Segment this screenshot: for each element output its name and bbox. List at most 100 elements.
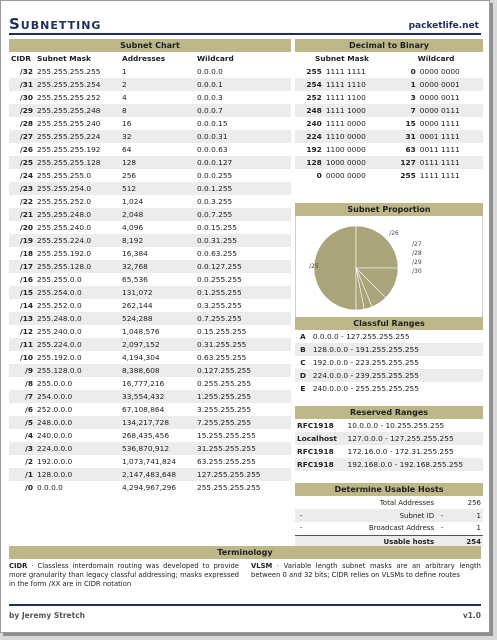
table-row: /17 255.255.128.0 32,768 0.0.127.255 <box>9 260 291 273</box>
wildcard-cell: 0.1.255.255 <box>195 286 291 299</box>
table-row: B 128.0.0.0 - 191.255.255.255 <box>295 343 483 356</box>
cidr-cell: /10 <box>20 353 33 362</box>
wildcard-binary-cell: 0000 1111 <box>419 119 460 128</box>
cidr-cell: /1 <box>9 468 35 481</box>
wildcard-cell: 0.0.63.255 <box>197 249 237 258</box>
wildcard-cell: 0.255.255.255 <box>197 379 252 388</box>
subnet-mask-cell: 0.0.0.0 <box>37 483 63 492</box>
table-row: /14 255.252.0.0 262,144 0.3.255.255 <box>9 299 291 312</box>
class-letter-cell: E <box>300 384 306 393</box>
wildcard-cell: 0.0.255.255 <box>197 275 242 284</box>
addresses-cell: 64 <box>122 145 132 154</box>
subnet-mask-cell: 255.255.255.224 <box>35 130 120 143</box>
cidr-cell: /8 <box>25 379 33 388</box>
cidr-cell: /23 <box>9 182 35 195</box>
pie-label: /30 <box>412 268 422 275</box>
table-row: /0 0.0.0.0 4,294,967,296 255.255.255.255 <box>9 481 291 494</box>
addresses-cell: 2 <box>120 78 195 91</box>
wildcard-decimal-cell: 0 <box>410 67 416 76</box>
vlsm-text: · Variable length subnet masks are an ar… <box>251 562 481 579</box>
subnet-mask-cell: 255.254.0.0 <box>35 286 120 299</box>
subnet-mask-cell: 224.0.0.0 <box>35 442 120 455</box>
cidr-cell: /16 <box>20 275 33 284</box>
addresses-cell: 512 <box>120 182 195 195</box>
cidr-definition: CIDR · Classless interdomain routing was… <box>9 562 239 589</box>
addresses-cell: 8,192 <box>120 234 195 247</box>
subnet-mask-cell: 255.255.255.240 <box>37 119 101 128</box>
subnet-chart-section: Subnet Chart CIDR Subnet Mask Addresses … <box>9 39 291 494</box>
wildcard-binary-cell: 0000 0111 <box>417 104 483 117</box>
table-row: 224 1110 0000 31 0001 1111 <box>295 130 483 143</box>
subnet-mask-cell: 248.0.0.0 <box>35 416 120 429</box>
table-row: /28 255.255.255.240 16 0.0.0.15 <box>9 117 291 130</box>
wildcard-cell: 7.255.255.255 <box>195 416 291 429</box>
addresses-cell: 67,108,864 <box>122 405 165 414</box>
table-row: /20 255.255.240.0 4,096 0.0.15.255 <box>9 221 291 234</box>
page-title: Subnetting <box>9 15 102 33</box>
table-row: /11 255.224.0.0 2,097,152 0.31.255.255 <box>9 338 291 351</box>
table-row: 128 1000 0000 127 0111 1111 <box>295 156 483 169</box>
table-row: /1 128.0.0.0 2,147,483,648 127.255.255.255 <box>9 468 291 481</box>
subnet-mask-cell: 255.255.255.0 <box>37 171 92 180</box>
wildcard-cell: 0.0.0.1 <box>195 78 291 91</box>
reserved-range-cell: 10.0.0.0 - 10.255.255.255 <box>347 421 445 430</box>
usable-op2-cell <box>436 496 448 509</box>
wildcard-binary-cell: 0000 0001 <box>417 78 483 91</box>
class-letter-cell: B <box>295 343 311 356</box>
wildcard-cell: 255.255.255.255 <box>197 483 261 492</box>
wildcard-cell: 0.0.0.127 <box>195 156 291 169</box>
class-letter-cell: D <box>295 369 311 382</box>
site-link[interactable]: packetlife.net <box>408 21 479 31</box>
addresses-cell: 8 <box>120 104 195 117</box>
wildcard-binary-cell: 0011 1111 <box>419 145 460 154</box>
usable-value-cell: 1 <box>448 509 483 522</box>
mask-binary-cell: 1111 1111 <box>325 67 366 76</box>
table-row: /26 255.255.255.192 64 0.0.0.63 <box>9 143 291 156</box>
mask-binary-cell: 1110 0000 <box>323 130 389 143</box>
col-db-wildcard: Wildcard <box>417 54 455 63</box>
table-row: /15 255.254.0.0 131,072 0.1.255.255 <box>9 286 291 299</box>
col-cidr: CIDR <box>11 54 31 63</box>
wildcard-cell: 31.255.255.255 <box>195 442 291 455</box>
table-row: Usable hosts 254 <box>295 535 483 548</box>
cidr-cell: /24 <box>20 171 33 180</box>
mask-decimal-cell: 240 <box>306 119 322 128</box>
subnet-mask-cell: 255.255.254.0 <box>35 182 120 195</box>
classful-ranges-header: Classful Ranges <box>295 317 483 330</box>
usable-label-cell: Broadcast Address <box>368 524 435 533</box>
subnet-mask-cell: 255.224.0.0 <box>35 338 120 351</box>
subnet-mask-cell: 255.255.255.128 <box>35 156 120 169</box>
table-row: 254 1111 1110 1 0000 0001 <box>295 78 483 91</box>
cidr-cell: /17 <box>9 260 35 273</box>
pie-slice-30 <box>355 267 365 311</box>
cidr-text: · Classless interdomain routing was deve… <box>9 562 239 588</box>
subnet-mask-cell: 255.255.255.248 <box>35 104 120 117</box>
terminology-section: Terminology CIDR · Classless interdomain… <box>9 546 481 589</box>
subnet-proportion-pie: /25/26/27/28/29/30 <box>309 225 422 311</box>
table-row: D 224.0.0.0 - 239.255.255.255 <box>295 369 483 382</box>
pie-label: /26 <box>389 230 399 237</box>
subnet-mask-cell: 192.0.0.0 <box>37 457 73 466</box>
title-rule <box>9 33 481 35</box>
mask-decimal-cell: 252 <box>306 93 322 102</box>
usable-op2-cell: - <box>440 524 444 533</box>
wildcard-cell: 1.255.255.255 <box>195 390 291 403</box>
subnet-mask-cell: 128.0.0.0 <box>35 468 120 481</box>
table-row: /18 255.255.192.0 16,384 0.0.63.255 <box>9 247 291 260</box>
table-row: /31 255.255.255.254 2 0.0.0.1 <box>9 78 291 91</box>
subnet-mask-cell: 254.0.0.0 <box>35 390 120 403</box>
usable-op2-cell: - <box>436 509 449 522</box>
subnet-chart-header: Subnet Chart <box>9 39 291 52</box>
cidr-cell: /26 <box>20 145 33 154</box>
pie-chart-area: /25/26/27/28/29/30 <box>295 216 483 321</box>
cidr-cell: /32 <box>20 67 33 76</box>
col-subnet-mask: Subnet Mask <box>37 54 91 63</box>
wildcard-cell: 0.0.0.15 <box>197 119 228 128</box>
reserved-name-cell: RFC1918 <box>297 447 334 456</box>
usable-op2-cell <box>436 535 449 548</box>
wildcard-cell: 0.0.127.255 <box>195 260 291 273</box>
usable-op-cell <box>295 535 308 548</box>
subnet-mask-cell: 255.0.0.0 <box>37 379 73 388</box>
table-row: /4 240.0.0.0 268,435,456 15.255.255.255 <box>9 429 291 442</box>
subnet-mask-cell: 255.255.128.0 <box>35 260 120 273</box>
